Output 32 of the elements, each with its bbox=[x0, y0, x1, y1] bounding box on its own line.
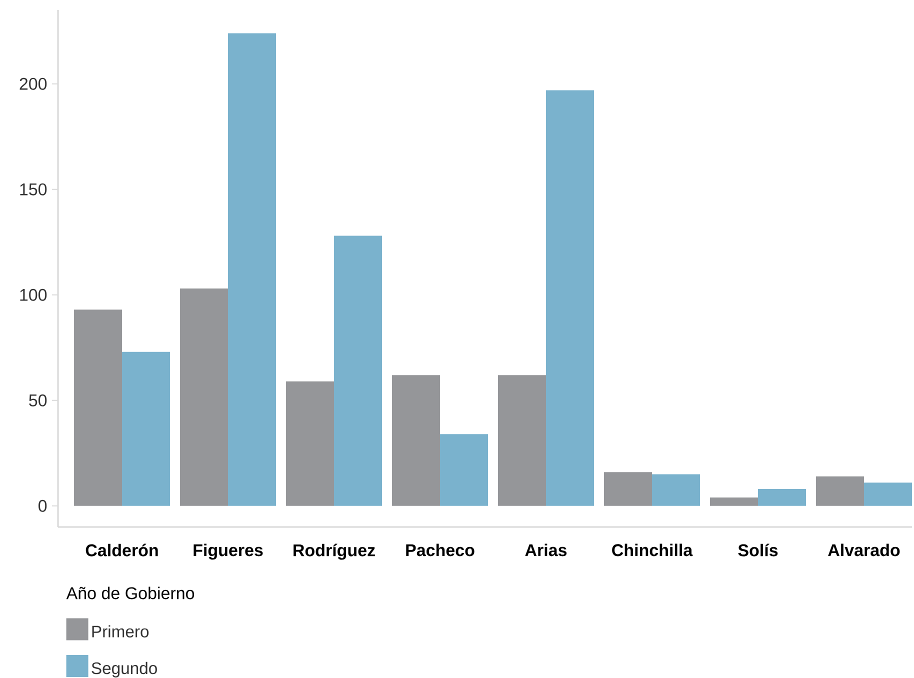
bar bbox=[816, 476, 864, 506]
bar bbox=[758, 489, 806, 506]
bar bbox=[710, 497, 758, 506]
x-tick-label: Solís bbox=[738, 544, 778, 556]
y-tick-label: 50 bbox=[29, 394, 47, 406]
bar bbox=[604, 472, 652, 506]
y-tick-label: 100 bbox=[20, 288, 47, 301]
bar bbox=[334, 236, 382, 506]
bar bbox=[864, 482, 912, 506]
bar bbox=[286, 381, 334, 506]
bar bbox=[546, 90, 594, 506]
x-tick-label: Calderón bbox=[86, 544, 158, 556]
x-tick-label: Arias bbox=[525, 544, 567, 556]
x-tick-label: Pacheco bbox=[406, 544, 474, 556]
y-tick-label: 200 bbox=[20, 78, 47, 90]
y-tick-label: 0 bbox=[38, 500, 47, 512]
x-tick-label: Alvarado bbox=[828, 544, 900, 556]
legend-label: Segundo bbox=[92, 662, 157, 678]
bar bbox=[440, 434, 488, 506]
x-tick-label: Figueres bbox=[194, 544, 263, 560]
bar bbox=[498, 375, 546, 506]
bar bbox=[652, 474, 700, 506]
y-tick-label: 150 bbox=[20, 183, 47, 196]
legend-title: Año de Gobierno bbox=[66, 586, 194, 600]
x-tick-label: Rodríguez bbox=[294, 544, 375, 560]
bar bbox=[228, 33, 276, 506]
legend-label: Primero bbox=[92, 625, 149, 638]
x-tick-label: Chinchilla bbox=[612, 544, 693, 556]
bar bbox=[74, 310, 122, 506]
bar bbox=[122, 352, 170, 506]
bar bbox=[180, 288, 228, 506]
bar bbox=[392, 375, 440, 506]
